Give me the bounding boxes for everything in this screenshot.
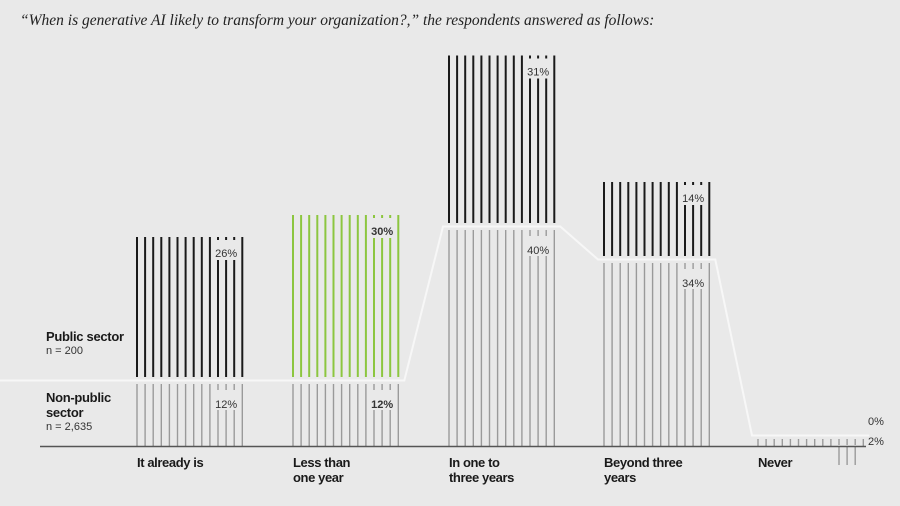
- legend-public: Public sector n = 200: [46, 329, 124, 359]
- nonpublic-value-label: 12%: [371, 399, 393, 411]
- category-label-line: one year: [293, 470, 344, 485]
- category-label: Less than one year: [293, 455, 350, 485]
- category-label: It already is: [137, 455, 204, 470]
- category-label-line: In one to: [449, 455, 500, 470]
- category-label-line: It already is: [137, 455, 204, 470]
- category-label-line: Never: [758, 455, 793, 470]
- nonpublic-value-label: 40%: [527, 245, 549, 257]
- public-value-label: 26%: [215, 248, 237, 260]
- public-value-label: 0%: [868, 416, 884, 428]
- category-label: Never: [758, 455, 793, 470]
- category-label: Beyond three years: [604, 455, 683, 485]
- legend-nonpublic-n: n = 2,635: [46, 421, 93, 433]
- chart-title: “When is generative AI likely to transfo…: [20, 12, 655, 29]
- category-label-line: three years: [449, 470, 514, 485]
- legend-nonpublic-label: Non-public sector: [46, 390, 111, 420]
- nonpublic-value-label: 12%: [215, 399, 237, 411]
- legend-nonpublic: Non-public sector n = 2,635: [46, 390, 126, 435]
- public-value-label: 31%: [527, 67, 549, 79]
- legend-public-n: n = 200: [46, 345, 84, 357]
- category-label-line: years: [604, 470, 636, 485]
- divider-line: [0, 225, 870, 437]
- category-label-line: Less than: [293, 455, 351, 470]
- public-value-label: 14%: [682, 193, 704, 205]
- nonpublic-value-label: 34%: [682, 278, 704, 290]
- legend-public-label: Public sector: [46, 329, 124, 344]
- category-label-line: Beyond three: [604, 455, 683, 470]
- category-label: In one to three years: [449, 455, 514, 485]
- nonpublic-value-label: 2%: [868, 436, 884, 448]
- public-value-label: 30%: [371, 226, 393, 238]
